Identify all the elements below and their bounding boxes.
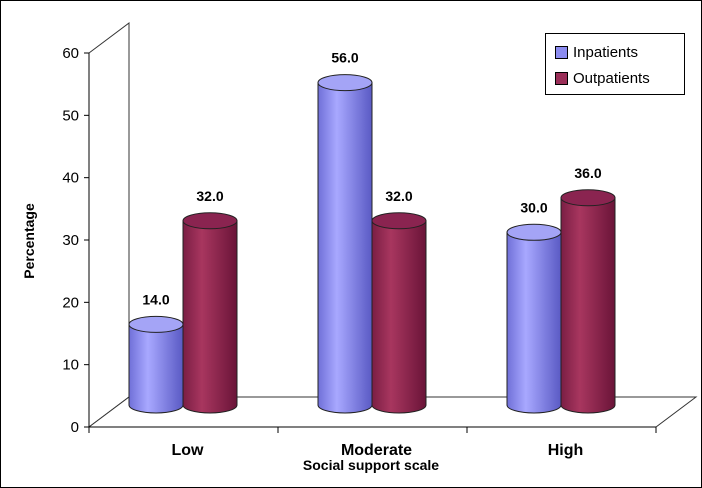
legend-item-outpatients: Outpatients xyxy=(555,65,684,91)
bar-body xyxy=(506,231,562,414)
bar-body xyxy=(317,82,373,414)
bar-top xyxy=(182,212,238,230)
y-tick-label: 20 xyxy=(62,294,79,311)
legend-label-inpatients: Inpatients xyxy=(573,43,639,61)
bar-body xyxy=(560,197,616,414)
legend-item-inpatients: Inpatients xyxy=(555,39,684,65)
side-wall xyxy=(88,22,130,428)
labels: Low Moderate High 14.0 56.0 30.0 32.0 32.0 36.0 xyxy=(142,50,601,459)
y-tick-label: 40 xyxy=(62,170,79,187)
data-label: 36.0 xyxy=(574,165,601,181)
bar xyxy=(128,315,184,414)
bars xyxy=(128,74,616,414)
x-tick-label: High xyxy=(548,442,584,459)
data-label: 30.0 xyxy=(520,199,547,215)
data-label: 32.0 xyxy=(385,188,412,204)
axes: 0 10 20 30 40 50 60 xyxy=(62,45,657,436)
bar-top xyxy=(371,212,427,230)
bar xyxy=(182,212,238,414)
data-label: 32.0 xyxy=(196,188,223,204)
bar xyxy=(506,223,562,414)
bar-top xyxy=(317,74,373,92)
x-axis-title: Social support scale xyxy=(303,457,439,473)
bar-body xyxy=(128,323,184,414)
y-tick-label: 30 xyxy=(62,232,79,249)
legend-swatch-inpatients xyxy=(555,45,568,59)
y-tick-label: 10 xyxy=(62,357,79,374)
bar-top xyxy=(560,189,616,207)
bar xyxy=(371,212,427,414)
x-tick-label: Moderate xyxy=(341,442,412,459)
y-tick-label: 60 xyxy=(62,45,79,62)
y-tick-label: 0 xyxy=(71,419,79,436)
y-axis-title: Percentage xyxy=(21,203,37,279)
bar-body xyxy=(182,220,238,414)
bar xyxy=(560,189,616,414)
bar-top xyxy=(506,223,562,241)
bar-top xyxy=(128,315,184,333)
x-tick-label: Low xyxy=(172,442,205,459)
legend-label-outpatients: Outpatients xyxy=(573,69,650,87)
legend: Inpatients Outpatients xyxy=(545,33,685,95)
y-tick-label: 50 xyxy=(62,107,79,124)
legend-swatch-outpatients xyxy=(555,71,568,85)
data-label: 14.0 xyxy=(142,291,169,307)
bar-body xyxy=(371,220,427,414)
data-label: 56.0 xyxy=(331,50,358,66)
bar xyxy=(317,74,373,414)
